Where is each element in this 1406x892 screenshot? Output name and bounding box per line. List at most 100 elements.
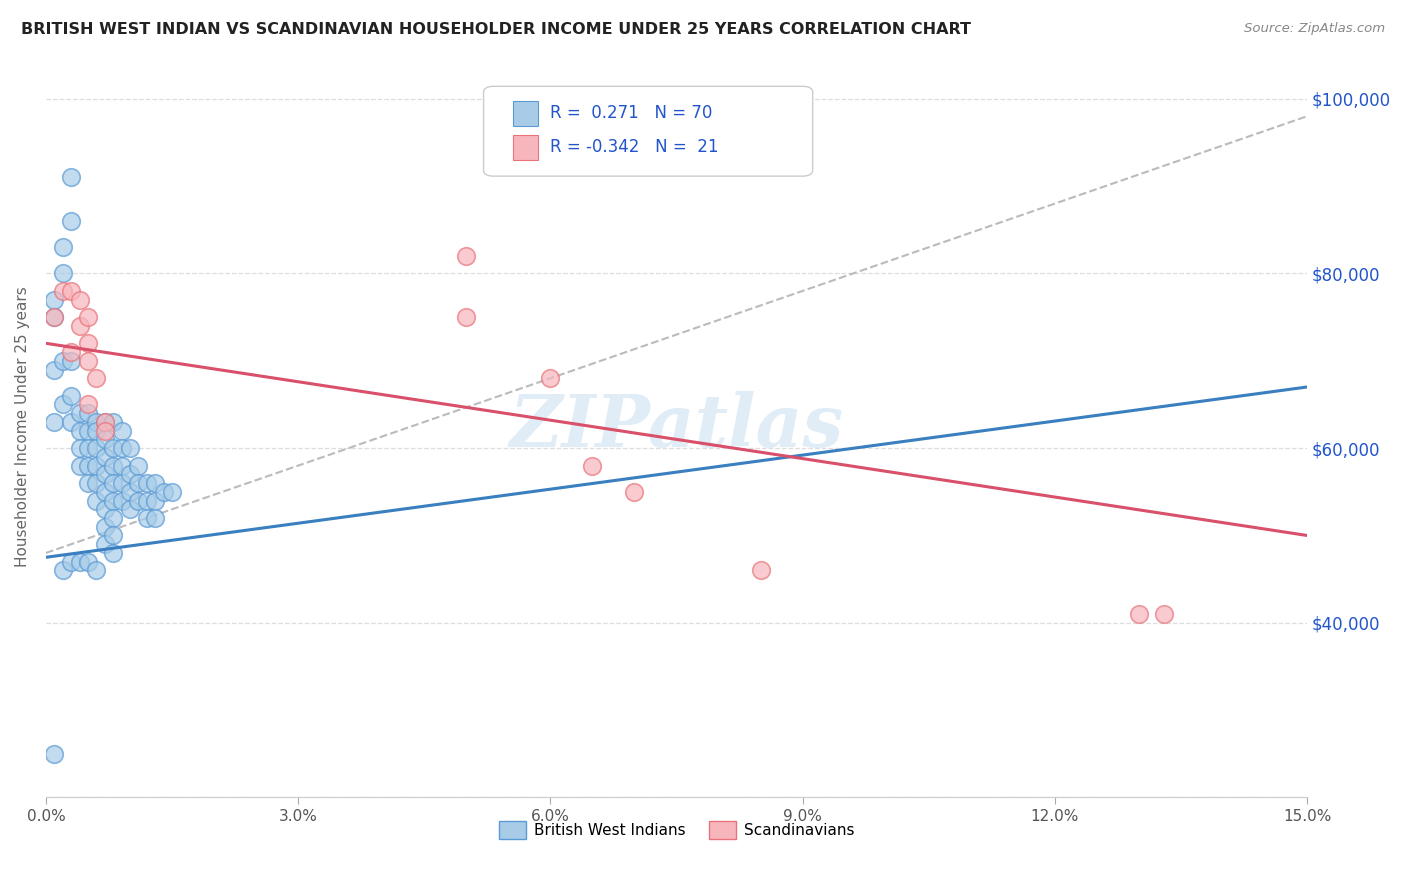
Point xyxy=(1153,607,1175,621)
Point xyxy=(152,484,174,499)
Point xyxy=(538,371,561,385)
Point xyxy=(143,511,166,525)
Point xyxy=(94,519,117,533)
Point xyxy=(77,353,100,368)
Point xyxy=(77,424,100,438)
Point xyxy=(103,546,125,560)
Point xyxy=(111,424,134,438)
Point xyxy=(103,511,125,525)
Point xyxy=(77,310,100,325)
Point xyxy=(127,458,149,473)
Point xyxy=(52,240,75,254)
Point xyxy=(69,424,91,438)
Point xyxy=(103,528,125,542)
Point xyxy=(69,441,91,455)
Point xyxy=(60,555,83,569)
Point xyxy=(77,555,100,569)
Y-axis label: Householder Income Under 25 years: Householder Income Under 25 years xyxy=(15,286,30,566)
Point xyxy=(60,284,83,298)
Point xyxy=(69,293,91,307)
Point xyxy=(135,476,157,491)
Point xyxy=(118,467,141,482)
Point xyxy=(52,563,75,577)
Point xyxy=(44,747,66,761)
Text: R =  0.271   N = 70: R = 0.271 N = 70 xyxy=(550,104,713,122)
Point xyxy=(1128,607,1150,621)
Point xyxy=(60,170,83,185)
Point xyxy=(103,493,125,508)
Point xyxy=(143,476,166,491)
Point xyxy=(94,415,117,429)
Point xyxy=(69,458,91,473)
Point xyxy=(86,563,108,577)
Point xyxy=(86,415,108,429)
Point xyxy=(127,476,149,491)
Point xyxy=(103,476,125,491)
Point xyxy=(111,458,134,473)
Point xyxy=(94,415,117,429)
Point xyxy=(118,441,141,455)
Point xyxy=(118,484,141,499)
Point xyxy=(52,397,75,411)
Point xyxy=(103,458,125,473)
Point xyxy=(111,441,134,455)
Point xyxy=(94,424,117,438)
Point xyxy=(52,353,75,368)
Point xyxy=(103,415,125,429)
Point xyxy=(456,310,478,325)
FancyBboxPatch shape xyxy=(484,87,813,176)
Point xyxy=(77,458,100,473)
Point xyxy=(94,433,117,447)
Point xyxy=(86,424,108,438)
FancyBboxPatch shape xyxy=(513,136,537,160)
Point xyxy=(143,493,166,508)
Point xyxy=(623,484,645,499)
Point xyxy=(69,318,91,333)
Point xyxy=(77,336,100,351)
Point xyxy=(52,267,75,281)
Point xyxy=(44,310,66,325)
Point xyxy=(60,389,83,403)
Point xyxy=(44,362,66,376)
Point xyxy=(94,467,117,482)
Text: Source: ZipAtlas.com: Source: ZipAtlas.com xyxy=(1244,22,1385,36)
Point xyxy=(749,563,772,577)
Point xyxy=(127,493,149,508)
Point xyxy=(44,293,66,307)
Text: R = -0.342   N =  21: R = -0.342 N = 21 xyxy=(550,138,718,156)
Text: BRITISH WEST INDIAN VS SCANDINAVIAN HOUSEHOLDER INCOME UNDER 25 YEARS CORRELATIO: BRITISH WEST INDIAN VS SCANDINAVIAN HOUS… xyxy=(21,22,972,37)
Point xyxy=(581,458,603,473)
FancyBboxPatch shape xyxy=(513,101,537,126)
Point xyxy=(111,476,134,491)
Point xyxy=(44,415,66,429)
Point xyxy=(86,371,108,385)
Point xyxy=(94,502,117,516)
Point xyxy=(77,397,100,411)
Point xyxy=(60,353,83,368)
Point xyxy=(60,415,83,429)
Point xyxy=(86,441,108,455)
Point xyxy=(69,555,91,569)
Point xyxy=(77,406,100,420)
Point xyxy=(77,476,100,491)
Point xyxy=(94,484,117,499)
Point xyxy=(77,441,100,455)
Point xyxy=(135,493,157,508)
Point xyxy=(60,345,83,359)
Point xyxy=(160,484,183,499)
Point xyxy=(456,249,478,263)
Point xyxy=(44,310,66,325)
Point xyxy=(86,476,108,491)
Point xyxy=(86,458,108,473)
Point xyxy=(52,284,75,298)
Point xyxy=(69,406,91,420)
Point xyxy=(118,502,141,516)
Point xyxy=(94,537,117,551)
Point xyxy=(60,214,83,228)
Point xyxy=(111,493,134,508)
Point xyxy=(103,441,125,455)
Point xyxy=(135,511,157,525)
Text: ZIPatlas: ZIPatlas xyxy=(509,391,844,462)
Legend: British West Indians, Scandinavians: British West Indians, Scandinavians xyxy=(492,814,860,846)
Point xyxy=(94,450,117,464)
